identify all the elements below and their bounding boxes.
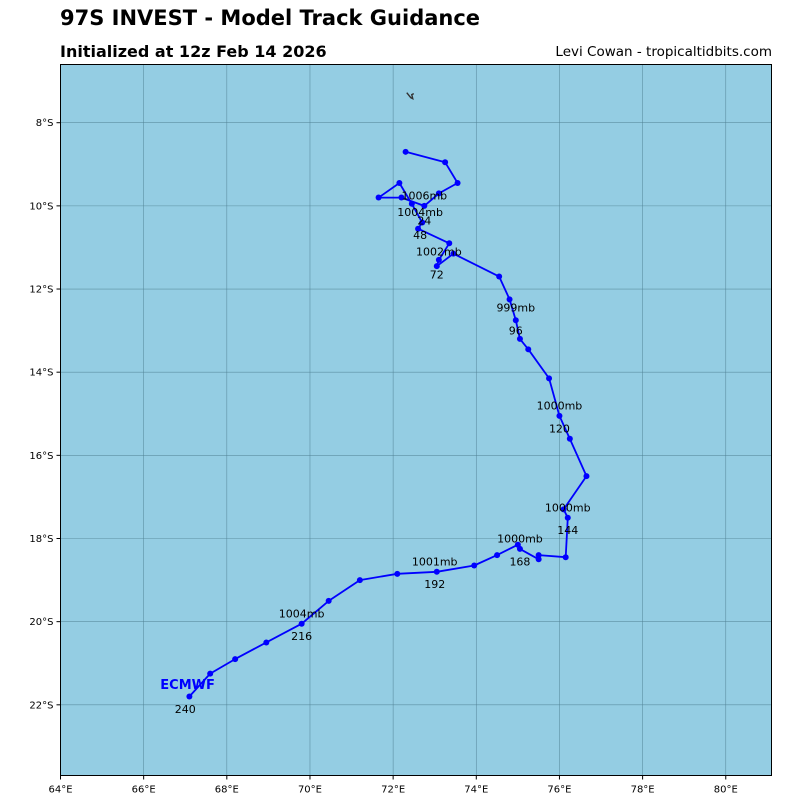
track-point — [556, 412, 563, 419]
x-tick-label: 66°E — [132, 785, 156, 796]
track-point — [512, 317, 519, 324]
track-point — [435, 256, 442, 263]
track-annotation: 999mb — [496, 302, 535, 315]
track-point — [375, 194, 382, 201]
track-point — [583, 473, 590, 480]
track-point — [298, 620, 305, 627]
track-point — [516, 335, 523, 342]
model-tracks: ECMWF — [160, 148, 590, 700]
track-point — [446, 240, 453, 247]
track-point — [356, 577, 363, 584]
x-axis-ticks: 64°E 66°E 68°E 70°E 72°E 74°E 76°E 78°E 80°E — [48, 775, 738, 796]
track-point — [535, 552, 542, 559]
y-tick-label: 18°S — [29, 534, 53, 545]
track-point — [454, 180, 461, 186]
track-annotation: 48 — [413, 229, 427, 242]
track-annotation: 144 — [557, 524, 578, 537]
track-annotation: 120 — [549, 422, 570, 435]
track-annotation: 24 — [417, 214, 431, 227]
track-point — [442, 159, 449, 166]
track-point — [394, 570, 401, 577]
track-point — [396, 180, 403, 186]
track-point — [433, 568, 440, 575]
track-annotation: 192 — [424, 578, 445, 591]
x-tick-label: 64°E — [48, 785, 72, 796]
track-annotations: 1006mb1004mb24481002mb72999mb961000mb120… — [175, 189, 591, 716]
lat-lon-grid — [60, 64, 772, 776]
land-features — [406, 92, 415, 100]
track-point — [471, 562, 478, 569]
track-point — [506, 296, 513, 303]
track-point — [398, 194, 405, 201]
island-shape — [406, 92, 415, 100]
track-point — [546, 375, 553, 382]
track-point — [419, 219, 426, 226]
chart-subtitle: Initialized at 12z Feb 14 2026 — [60, 42, 327, 61]
track-point — [435, 190, 442, 197]
track-point — [494, 552, 501, 559]
track-annotation: 240 — [175, 703, 196, 716]
track-point — [535, 556, 542, 563]
track-point — [450, 250, 457, 257]
track-point — [263, 639, 270, 646]
y-tick-label: 10°S — [29, 201, 53, 212]
track-annotation: 96 — [509, 325, 523, 338]
x-tick-label: 76°E — [547, 785, 571, 796]
track-annotation: 1004mb — [279, 607, 325, 620]
track-point — [415, 225, 422, 232]
track-annotation: 216 — [291, 630, 312, 643]
x-tick-label: 68°E — [215, 785, 239, 796]
y-tick-label: 12°S — [29, 285, 53, 296]
x-tick-label: 74°E — [464, 785, 488, 796]
track-annotation: 1001mb — [412, 555, 458, 568]
track-point — [525, 346, 532, 353]
track-point — [421, 202, 428, 209]
track-point — [207, 670, 214, 677]
track-point — [402, 148, 409, 155]
track-annotation: 72 — [430, 268, 444, 281]
track-annotation: 1006mb — [401, 189, 447, 202]
track-point — [186, 693, 193, 700]
model-label: ECMWF — [160, 678, 215, 693]
ocean-background — [60, 64, 772, 776]
track-annotation: 1000mb — [537, 399, 583, 412]
credit-text: Levi Cowan - tropicaltidbits.com — [555, 44, 772, 60]
track-annotation: 1000mb — [497, 533, 543, 546]
track-point — [562, 554, 569, 561]
track-point — [566, 435, 573, 442]
track-point — [325, 597, 332, 604]
track-line-ecmwf — [188, 150, 588, 698]
track-point — [564, 514, 571, 521]
track-point — [433, 263, 440, 270]
x-tick-label: 72°E — [381, 785, 405, 796]
y-tick-label: 8°S — [36, 118, 54, 129]
track-point — [514, 541, 521, 548]
track-annotation: 1000mb — [545, 501, 591, 514]
x-tick-label: 78°E — [631, 785, 655, 796]
y-tick-label: 16°S — [29, 451, 53, 462]
plot-frame — [60, 64, 772, 776]
track-point — [232, 656, 239, 663]
track-annotation: 1002mb — [416, 246, 462, 259]
y-tick-label: 22°S — [29, 700, 53, 711]
x-tick-label: 70°E — [298, 785, 322, 796]
track-point — [408, 200, 415, 207]
track-annotation: 168 — [509, 555, 530, 568]
chart-title: 97S INVEST - Model Track Guidance — [60, 6, 481, 30]
track-point — [496, 273, 503, 280]
track-point — [560, 506, 567, 513]
y-tick-label: 14°S — [29, 368, 53, 379]
x-tick-label: 80°E — [714, 785, 738, 796]
track-annotation: 1004mb — [397, 206, 443, 219]
y-tick-label: 20°S — [29, 617, 53, 628]
y-axis-ticks: 8°S 10°S 12°S 14°S 16°S 18°S 20°S 22°S — [29, 118, 61, 711]
